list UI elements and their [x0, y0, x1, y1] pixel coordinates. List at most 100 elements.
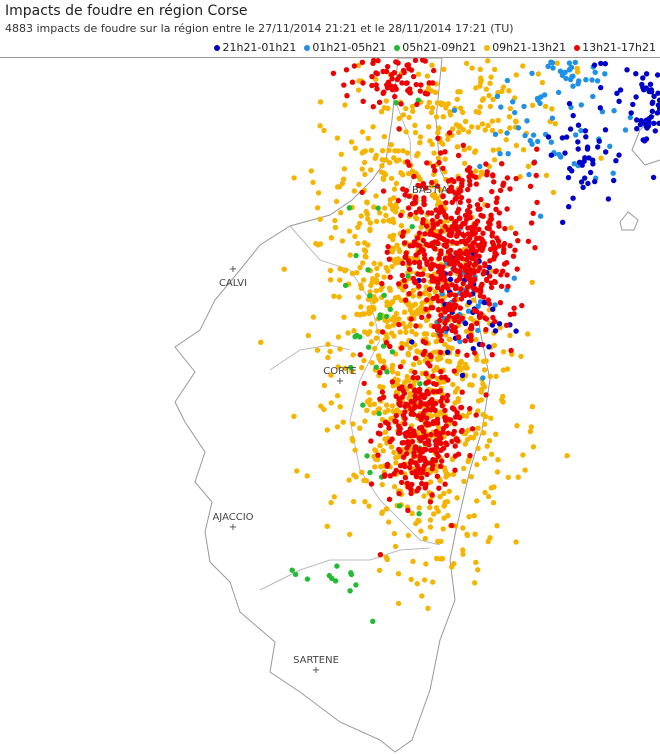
- strike: [501, 261, 508, 267]
- strike: [484, 202, 491, 209]
- strike: [384, 82, 390, 88]
- strike: [371, 453, 377, 460]
- strike: [490, 314, 496, 321]
- strike: [430, 224, 437, 231]
- strike: [524, 118, 530, 124]
- strike: [359, 469, 365, 475]
- strike: [467, 235, 473, 241]
- strike: [391, 333, 397, 339]
- strike: [402, 421, 408, 427]
- strike: [511, 305, 517, 311]
- strike: [467, 169, 474, 176]
- strike: [420, 237, 426, 244]
- strike: [371, 410, 377, 416]
- strike: [414, 581, 420, 587]
- strike: [478, 389, 484, 395]
- strike: [422, 255, 428, 262]
- strike: [343, 267, 349, 273]
- strike: [426, 124, 432, 130]
- strike: [549, 106, 555, 112]
- strike: [460, 547, 466, 553]
- strike: [497, 128, 504, 135]
- city-marker: +: [336, 376, 344, 387]
- strike: [429, 217, 436, 224]
- strike: [460, 126, 466, 133]
- strike: [373, 297, 379, 303]
- strike: [437, 332, 444, 339]
- strike: [450, 126, 456, 132]
- legend-item: 13h21-17h21: [574, 41, 656, 54]
- strike: [419, 434, 426, 440]
- strike: [491, 179, 497, 185]
- strike: [472, 148, 479, 154]
- strike: [616, 152, 622, 158]
- strike: [362, 253, 368, 259]
- strike: [489, 118, 496, 124]
- strike: [400, 148, 406, 154]
- strike: [519, 302, 525, 309]
- strike: [654, 110, 660, 116]
- strike: [457, 215, 463, 221]
- strike: [466, 145, 472, 151]
- strike: [578, 127, 584, 134]
- strike: [437, 317, 443, 324]
- strike: [377, 312, 383, 318]
- strike: [399, 272, 405, 279]
- strike: [373, 335, 380, 341]
- strike: [380, 176, 387, 183]
- strike: [605, 196, 612, 202]
- strike: [354, 270, 360, 276]
- strike: [351, 328, 357, 334]
- legend-item: 01h21-05h21: [304, 41, 386, 54]
- strike: [407, 89, 413, 96]
- strike: [384, 463, 390, 469]
- strike: [497, 187, 504, 194]
- strike: [332, 217, 338, 224]
- strike: [500, 249, 507, 256]
- strike: [291, 413, 297, 419]
- strike: [424, 331, 430, 337]
- strike: [403, 253, 409, 259]
- strike: [411, 259, 418, 266]
- strike: [429, 62, 435, 68]
- strike: [305, 332, 311, 339]
- strike: [387, 201, 393, 207]
- strike: [384, 313, 390, 320]
- strike: [338, 210, 344, 216]
- strike: [387, 306, 393, 313]
- strike: [367, 309, 373, 315]
- strike: [463, 256, 470, 263]
- strike: [434, 183, 441, 189]
- strike: [389, 76, 395, 82]
- strike: [499, 88, 505, 95]
- strike: [291, 175, 297, 181]
- strike: [409, 168, 416, 174]
- strike: [442, 320, 448, 326]
- strike: [473, 336, 479, 343]
- strike: [338, 151, 344, 157]
- strike: [384, 556, 390, 563]
- strike: [459, 291, 466, 297]
- strike: [395, 600, 402, 607]
- strike: [489, 352, 495, 358]
- strike: [470, 297, 477, 303]
- strike: [481, 384, 488, 390]
- strike: [358, 213, 364, 219]
- strike: [420, 393, 426, 399]
- subtitle: 4883 impacts de foudre sur la région ent…: [5, 22, 514, 35]
- strike: [414, 216, 420, 222]
- strike: [416, 259, 423, 265]
- strike: [514, 266, 520, 272]
- strike: [370, 618, 376, 624]
- strike: [380, 384, 386, 390]
- strike: [493, 431, 499, 437]
- strike: [454, 385, 461, 392]
- strike: [574, 65, 580, 72]
- strike: [357, 425, 363, 431]
- strike: [515, 125, 522, 131]
- strike: [438, 312, 444, 319]
- strikes: [258, 58, 660, 624]
- strike: [492, 328, 499, 334]
- strike: [402, 379, 409, 385]
- strike: [432, 89, 439, 96]
